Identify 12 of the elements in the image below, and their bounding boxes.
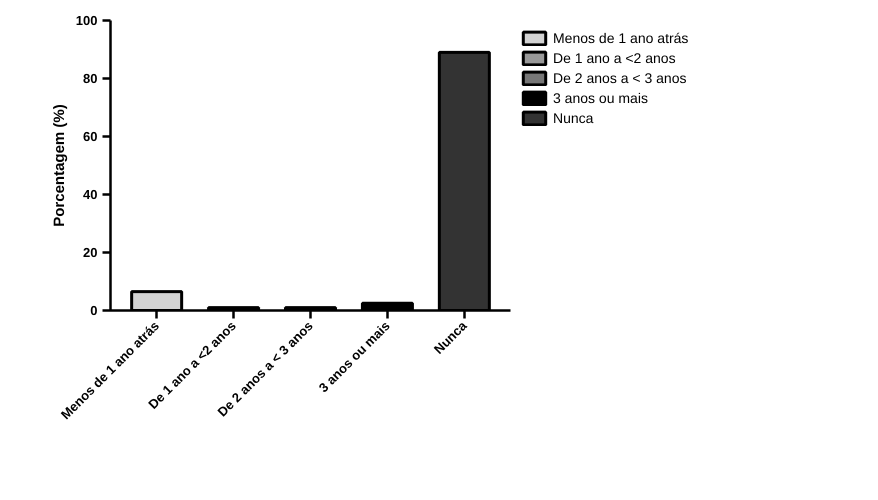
legend-label: Nunca bbox=[553, 110, 594, 126]
y-tick-label: 60 bbox=[83, 129, 98, 144]
y-tick-label: 40 bbox=[83, 187, 98, 202]
legend-label: De 1 ano a <2 anos bbox=[553, 50, 676, 66]
y-tick-label: 0 bbox=[90, 303, 98, 318]
y-axis-title: Porcentagem (%) bbox=[50, 104, 68, 227]
legend-label: De 2 anos a < 3 anos bbox=[553, 70, 686, 86]
y-tick-label: 100 bbox=[76, 13, 98, 28]
legend-label: Menos de 1 ano atrás bbox=[553, 30, 688, 46]
legend-label: 3 anos ou mais bbox=[553, 90, 648, 106]
y-tick-label: 20 bbox=[83, 245, 98, 260]
y-tick-label: 80 bbox=[83, 71, 98, 86]
